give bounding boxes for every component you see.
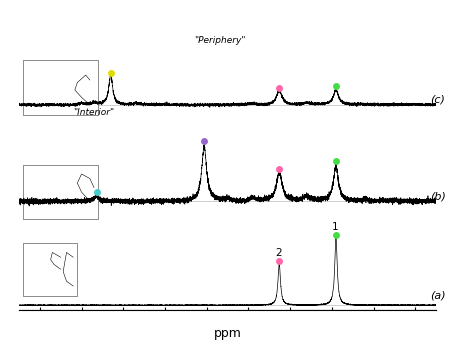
Text: "Interior": "Interior"	[73, 108, 114, 117]
Bar	[23, 165, 98, 219]
Text: (b): (b)	[430, 192, 446, 202]
Point	[201, 138, 208, 144]
Text: "Periphery": "Periphery"	[194, 36, 246, 45]
Point	[332, 83, 340, 89]
Point	[332, 158, 340, 163]
Point	[332, 232, 340, 238]
Point	[275, 258, 283, 264]
Point	[107, 70, 115, 76]
Bar	[23, 60, 98, 115]
X-axis label: ppm: ppm	[214, 327, 241, 340]
Text: (c): (c)	[430, 95, 445, 105]
Text: 1: 1	[332, 223, 338, 232]
Point	[275, 85, 283, 91]
Text: 2: 2	[275, 248, 282, 258]
Text: (a): (a)	[430, 291, 446, 300]
Bar	[23, 243, 77, 296]
Point	[275, 166, 283, 172]
Point	[93, 189, 100, 195]
